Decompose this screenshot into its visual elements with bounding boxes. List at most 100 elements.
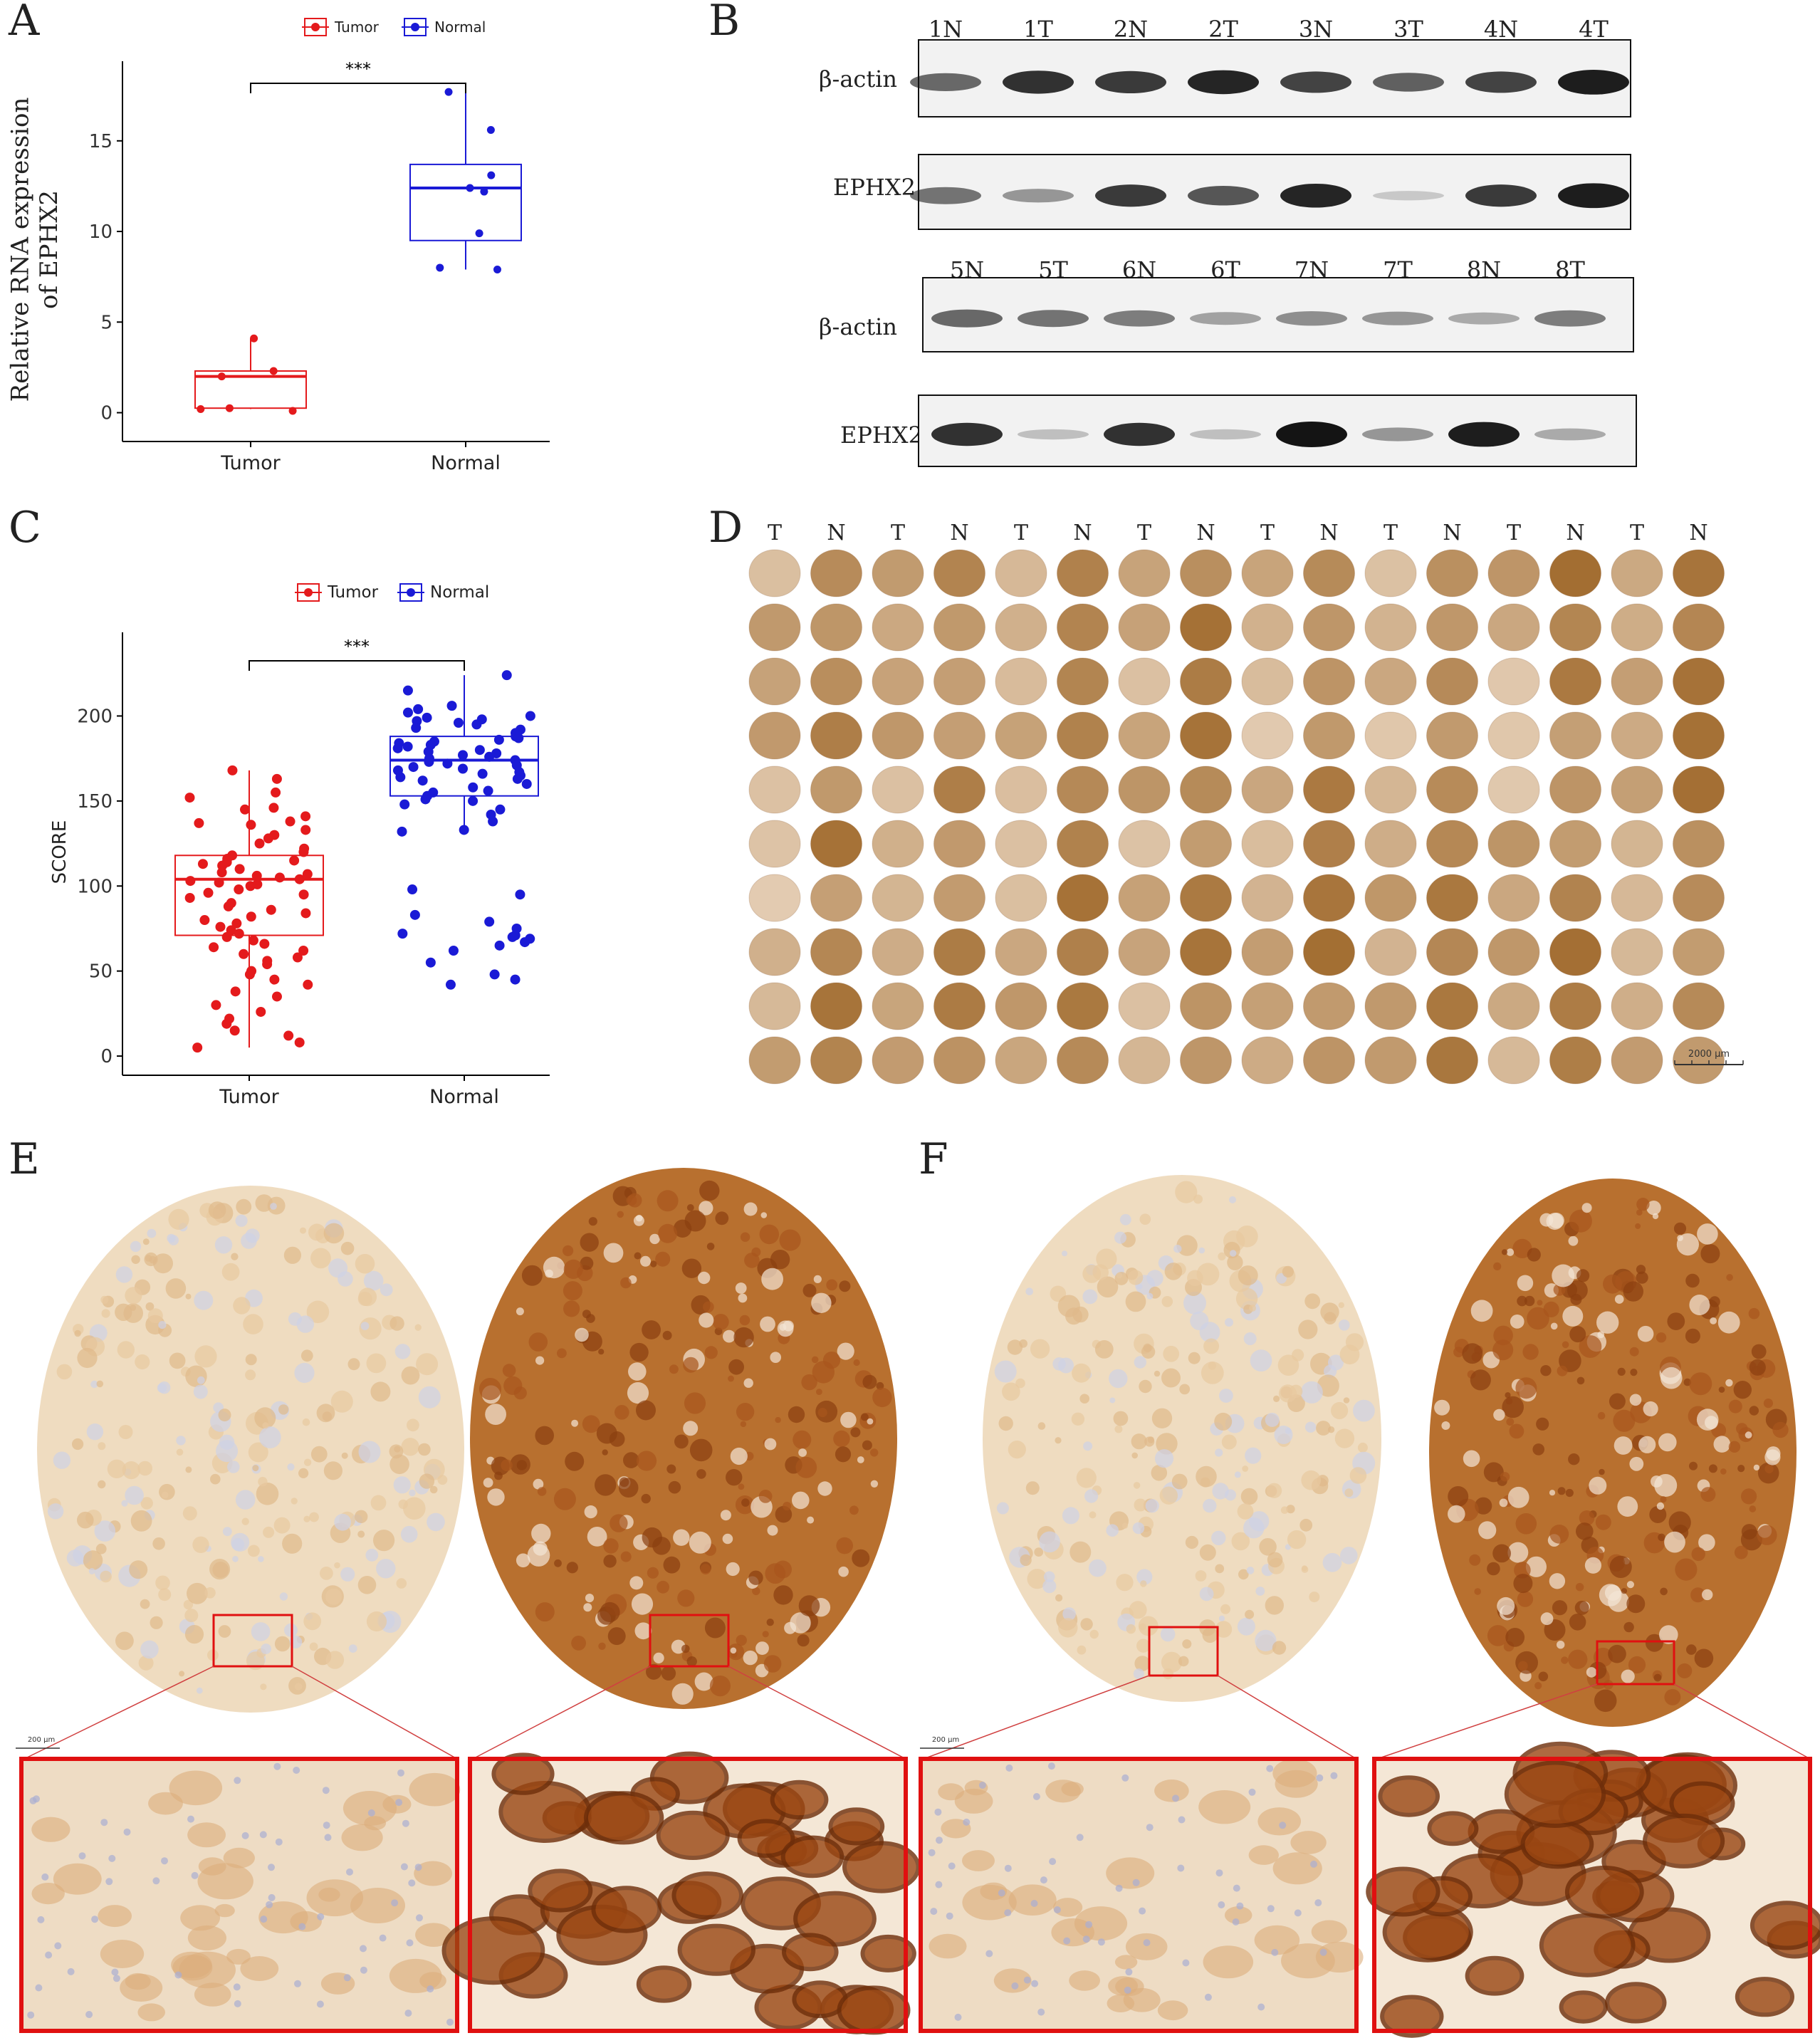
nucleus	[414, 1864, 422, 1871]
data-point	[225, 404, 234, 412]
tissue-texture	[1083, 1441, 1093, 1451]
zoom-texture	[1074, 1906, 1128, 1941]
zoom-texture	[636, 1965, 692, 2003]
tissue-texture	[1550, 1322, 1558, 1330]
tissue-texture	[184, 1625, 204, 1644]
tissue-texture	[631, 1593, 654, 1615]
tissue-texture	[1266, 1483, 1282, 1498]
tissue-texture	[650, 1260, 657, 1268]
tissue-texture	[797, 1634, 810, 1647]
nucleus	[259, 1831, 267, 1839]
nucleus	[1030, 1900, 1038, 1907]
tissue-texture	[1240, 1488, 1258, 1505]
tissue-texture	[1353, 1399, 1375, 1422]
tissue-texture	[580, 1233, 599, 1252]
data-point	[409, 909, 420, 920]
tissue-texture	[1463, 1450, 1480, 1468]
data-point	[234, 884, 244, 895]
data-point	[512, 773, 523, 784]
tissue-texture	[152, 1537, 165, 1550]
tma-core	[872, 765, 924, 814]
tissue-texture	[86, 1423, 104, 1441]
tissue-texture	[1700, 1487, 1716, 1503]
nucleus	[998, 1889, 1005, 1897]
tissue-texture	[66, 1550, 84, 1567]
tma-core	[1118, 1036, 1171, 1085]
tissue-texture	[401, 1438, 419, 1456]
lane-label: 3N	[1299, 16, 1333, 43]
tissue-texture	[1055, 1594, 1063, 1602]
tissue-texture	[1034, 1547, 1044, 1557]
tissue-texture	[1569, 1614, 1586, 1631]
tissue-texture	[1109, 1397, 1116, 1404]
panel-label-c: C	[9, 503, 41, 553]
tissue-texture	[1621, 1669, 1635, 1683]
tissue-texture	[1630, 1369, 1638, 1376]
data-point	[444, 88, 453, 96]
zoom-texture	[1114, 1955, 1138, 1970]
tissue-texture	[733, 1327, 754, 1348]
zoom-texture	[120, 1974, 163, 2002]
tma-core	[1673, 603, 1725, 652]
tissue-texture	[535, 1602, 555, 1622]
tissue-texture	[232, 1555, 239, 1562]
zoom-region-box	[649, 1614, 730, 1668]
tissue-texture	[853, 1359, 860, 1366]
tma-core	[995, 982, 1047, 1030]
tma-core	[810, 874, 862, 922]
tissue-texture	[291, 1498, 298, 1505]
tma-core	[872, 874, 924, 922]
tissue-texture	[1069, 1541, 1092, 1563]
tissue-texture	[1753, 1464, 1760, 1471]
tissue-texture	[1552, 1600, 1568, 1616]
tissue-texture	[1515, 1513, 1537, 1535]
tissue-texture	[619, 1477, 629, 1488]
tissue-texture	[165, 1278, 187, 1299]
tissue-texture	[1726, 1274, 1733, 1281]
tissue-texture	[1162, 1668, 1173, 1680]
tissue-texture	[270, 1203, 277, 1210]
tissue-texture	[376, 1559, 396, 1579]
tissue-texture	[764, 1438, 777, 1451]
tma-core	[1303, 603, 1355, 652]
nucleus	[1236, 1902, 1244, 1910]
nucleus	[111, 1968, 119, 1976]
data-point	[448, 946, 459, 956]
lane-label: 1T	[1023, 16, 1053, 43]
tma-core	[1426, 603, 1478, 652]
tma-core	[1241, 874, 1294, 922]
tissue-texture	[762, 1631, 769, 1638]
tissue-texture	[121, 1500, 128, 1507]
data-point	[185, 876, 196, 887]
data-point	[300, 825, 311, 835]
tissue-texture	[1114, 1231, 1126, 1244]
data-point	[268, 803, 279, 813]
tissue-texture	[1664, 1688, 1681, 1705]
nucleus	[41, 1873, 49, 1881]
tissue-texture	[222, 1527, 232, 1537]
tma-core	[1611, 820, 1663, 868]
tissue-texture	[513, 1386, 527, 1400]
nucleus	[1294, 1909, 1302, 1917]
tma-core	[1180, 928, 1232, 976]
tissue-texture	[1513, 1574, 1533, 1594]
tissue-texture	[1287, 1530, 1307, 1550]
tissue-texture	[1173, 1245, 1182, 1253]
tissue-texture	[1146, 1270, 1163, 1287]
tissue-texture	[684, 1392, 706, 1414]
tissue-texture	[1243, 1332, 1257, 1345]
tissue-texture	[363, 1270, 384, 1291]
tissue-texture	[743, 1378, 753, 1388]
tissue-texture	[208, 1201, 226, 1219]
legend-key-dot	[311, 23, 320, 31]
tissue-texture	[100, 1295, 109, 1304]
tissue-texture	[1660, 1587, 1668, 1596]
tma-core	[1241, 549, 1294, 597]
tissue-texture	[1282, 1265, 1294, 1277]
tissue-texture	[1574, 1600, 1589, 1615]
tissue-texture	[1225, 1489, 1236, 1501]
tissue-texture	[739, 1315, 751, 1326]
tissue-texture	[1510, 1315, 1524, 1329]
tissue-texture	[704, 1617, 726, 1639]
tissue-texture	[278, 1404, 289, 1415]
